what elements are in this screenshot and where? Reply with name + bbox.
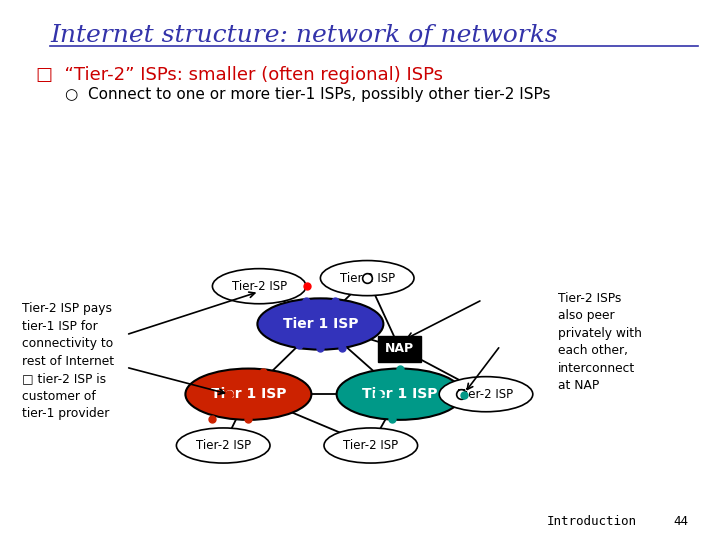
Text: NAP: NAP [385,342,414,355]
Text: □  “Tier-2” ISPs: smaller (often regional) ISPs: □ “Tier-2” ISPs: smaller (often regional… [36,66,443,84]
Ellipse shape [185,368,311,420]
Text: ○  Connect to one or more tier-1 ISPs, possibly other tier-2 ISPs: ○ Connect to one or more tier-1 ISPs, po… [65,87,550,103]
Text: 44: 44 [673,515,688,528]
Ellipse shape [176,428,270,463]
FancyBboxPatch shape [378,336,421,362]
Ellipse shape [258,298,383,350]
Ellipse shape [324,428,418,463]
Text: Tier-2 ISP pays
tier-1 ISP for
connectivity to
rest of Internet
□ tier-2 ISP is
: Tier-2 ISP pays tier-1 ISP for connectiv… [22,302,114,421]
Ellipse shape [212,269,306,303]
Ellipse shape [320,260,414,296]
Text: Tier-2 ISP: Tier-2 ISP [232,280,287,293]
Text: Tier-2 ISP: Tier-2 ISP [340,272,395,285]
Ellipse shape [439,377,533,411]
Text: Tier-2 ISPs
also peer
privately with
each other,
interconnect
at NAP: Tier-2 ISPs also peer privately with eac… [558,292,642,392]
Text: Tier-2 ISP: Tier-2 ISP [459,388,513,401]
Text: Tier-2 ISP: Tier-2 ISP [343,439,398,452]
Text: Tier 1 ISP: Tier 1 ISP [362,387,437,401]
Ellipse shape [337,368,463,420]
Text: Tier-2 ISP: Tier-2 ISP [196,439,251,452]
Text: Tier 1 ISP: Tier 1 ISP [283,317,358,331]
Text: Tier 1 ISP: Tier 1 ISP [211,387,286,401]
Text: Internet structure: network of networks: Internet structure: network of networks [50,24,558,48]
Text: Introduction: Introduction [547,515,637,528]
